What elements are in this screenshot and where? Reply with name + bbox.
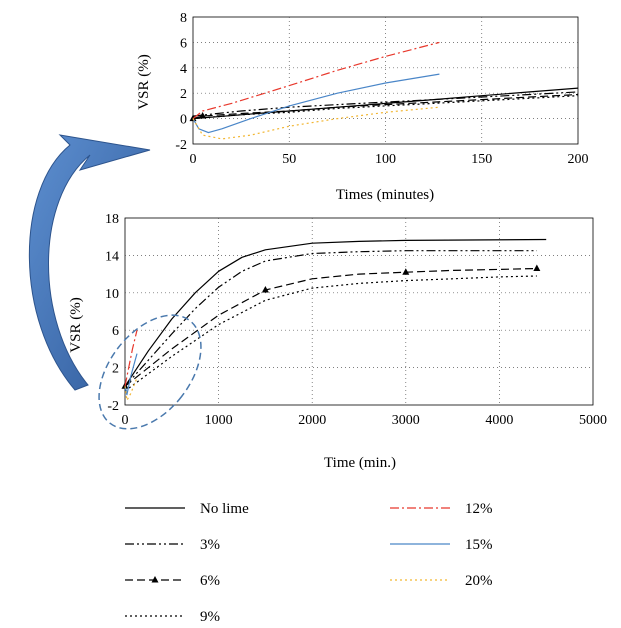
- bottom-marker-6pct: [533, 264, 540, 271]
- legend-label: No lime: [200, 501, 249, 517]
- legend-label: 9%: [200, 609, 220, 623]
- bottom-x-tick-label: 0: [122, 413, 129, 428]
- top-y-tick-label: 2: [180, 87, 187, 102]
- top-y-tick-label: 6: [180, 36, 187, 51]
- bottom-series-no-lime: [125, 240, 546, 387]
- bottom-grid: [125, 218, 593, 405]
- legend-label: 20%: [465, 573, 493, 589]
- bottom-y-tick-label: 10: [105, 287, 119, 302]
- bottom-chart: 0 1000 2000 3000 4000 5000 -2 2 6 10 14 18 Time (mi…: [68, 212, 607, 471]
- top-x-axis-label: Times (minutes): [336, 187, 434, 203]
- bottom-y-tick-label: 14: [105, 249, 119, 264]
- top-y-tick-label: -2: [175, 138, 187, 153]
- top-x-tick-label: 200: [568, 152, 589, 167]
- top-y-axis-label: VSR (%): [136, 54, 152, 109]
- top-x-tick-label: 150: [471, 152, 492, 167]
- bottom-x-tick-label: 4000: [485, 413, 513, 428]
- bottom-x-tick-label: 3000: [392, 413, 420, 428]
- top-y-tick-label: 4: [180, 62, 187, 77]
- bottom-x-tick-label: 2000: [298, 413, 326, 428]
- top-y-tick-label: 0: [180, 113, 187, 128]
- top-plot-frame: [193, 17, 578, 144]
- bottom-plot-frame: [125, 218, 593, 405]
- bottom-x-tick-label: 1000: [205, 413, 233, 428]
- legend: No lime 12% 3% 15% 6% 20% 9%: [125, 501, 493, 623]
- top-series-6-: [193, 95, 578, 119]
- bottom-y-tick-label: 6: [112, 324, 119, 339]
- legend-marker: [152, 576, 159, 583]
- bottom-series-6-: [125, 269, 537, 387]
- top-series-9-: [193, 96, 578, 119]
- top-series-lines: [190, 42, 579, 138]
- top-grid: [193, 17, 578, 144]
- top-series-no-lime: [193, 88, 578, 119]
- legend-label: 15%: [465, 537, 493, 553]
- bottom-y-tick-label: -2: [107, 399, 119, 414]
- bottom-series-lines: [122, 240, 547, 401]
- top-y-tick-label: 8: [180, 11, 187, 26]
- bottom-x-tick-label: 5000: [579, 413, 607, 428]
- bottom-tick-labels: 0 1000 2000 3000 4000 5000 -2 2 6 10 14 18: [105, 212, 607, 428]
- top-series-20-: [193, 107, 439, 139]
- bottom-y-tick-label: 2: [112, 362, 119, 377]
- top-x-tick-label: 0: [190, 152, 197, 167]
- bottom-y-axis-label: VSR (%): [68, 297, 84, 352]
- bottom-series-9-: [125, 276, 537, 391]
- legend-label: 6%: [200, 573, 220, 589]
- top-x-tick-label: 100: [375, 152, 396, 167]
- legend-label: 3%: [200, 537, 220, 553]
- legend-label: 12%: [465, 501, 493, 517]
- top-x-tick-label: 50: [282, 152, 296, 167]
- bottom-y-tick-label: 18: [105, 212, 119, 227]
- bottom-marker-6pct: [402, 268, 409, 275]
- bottom-x-axis-label: Time (min.): [324, 455, 396, 471]
